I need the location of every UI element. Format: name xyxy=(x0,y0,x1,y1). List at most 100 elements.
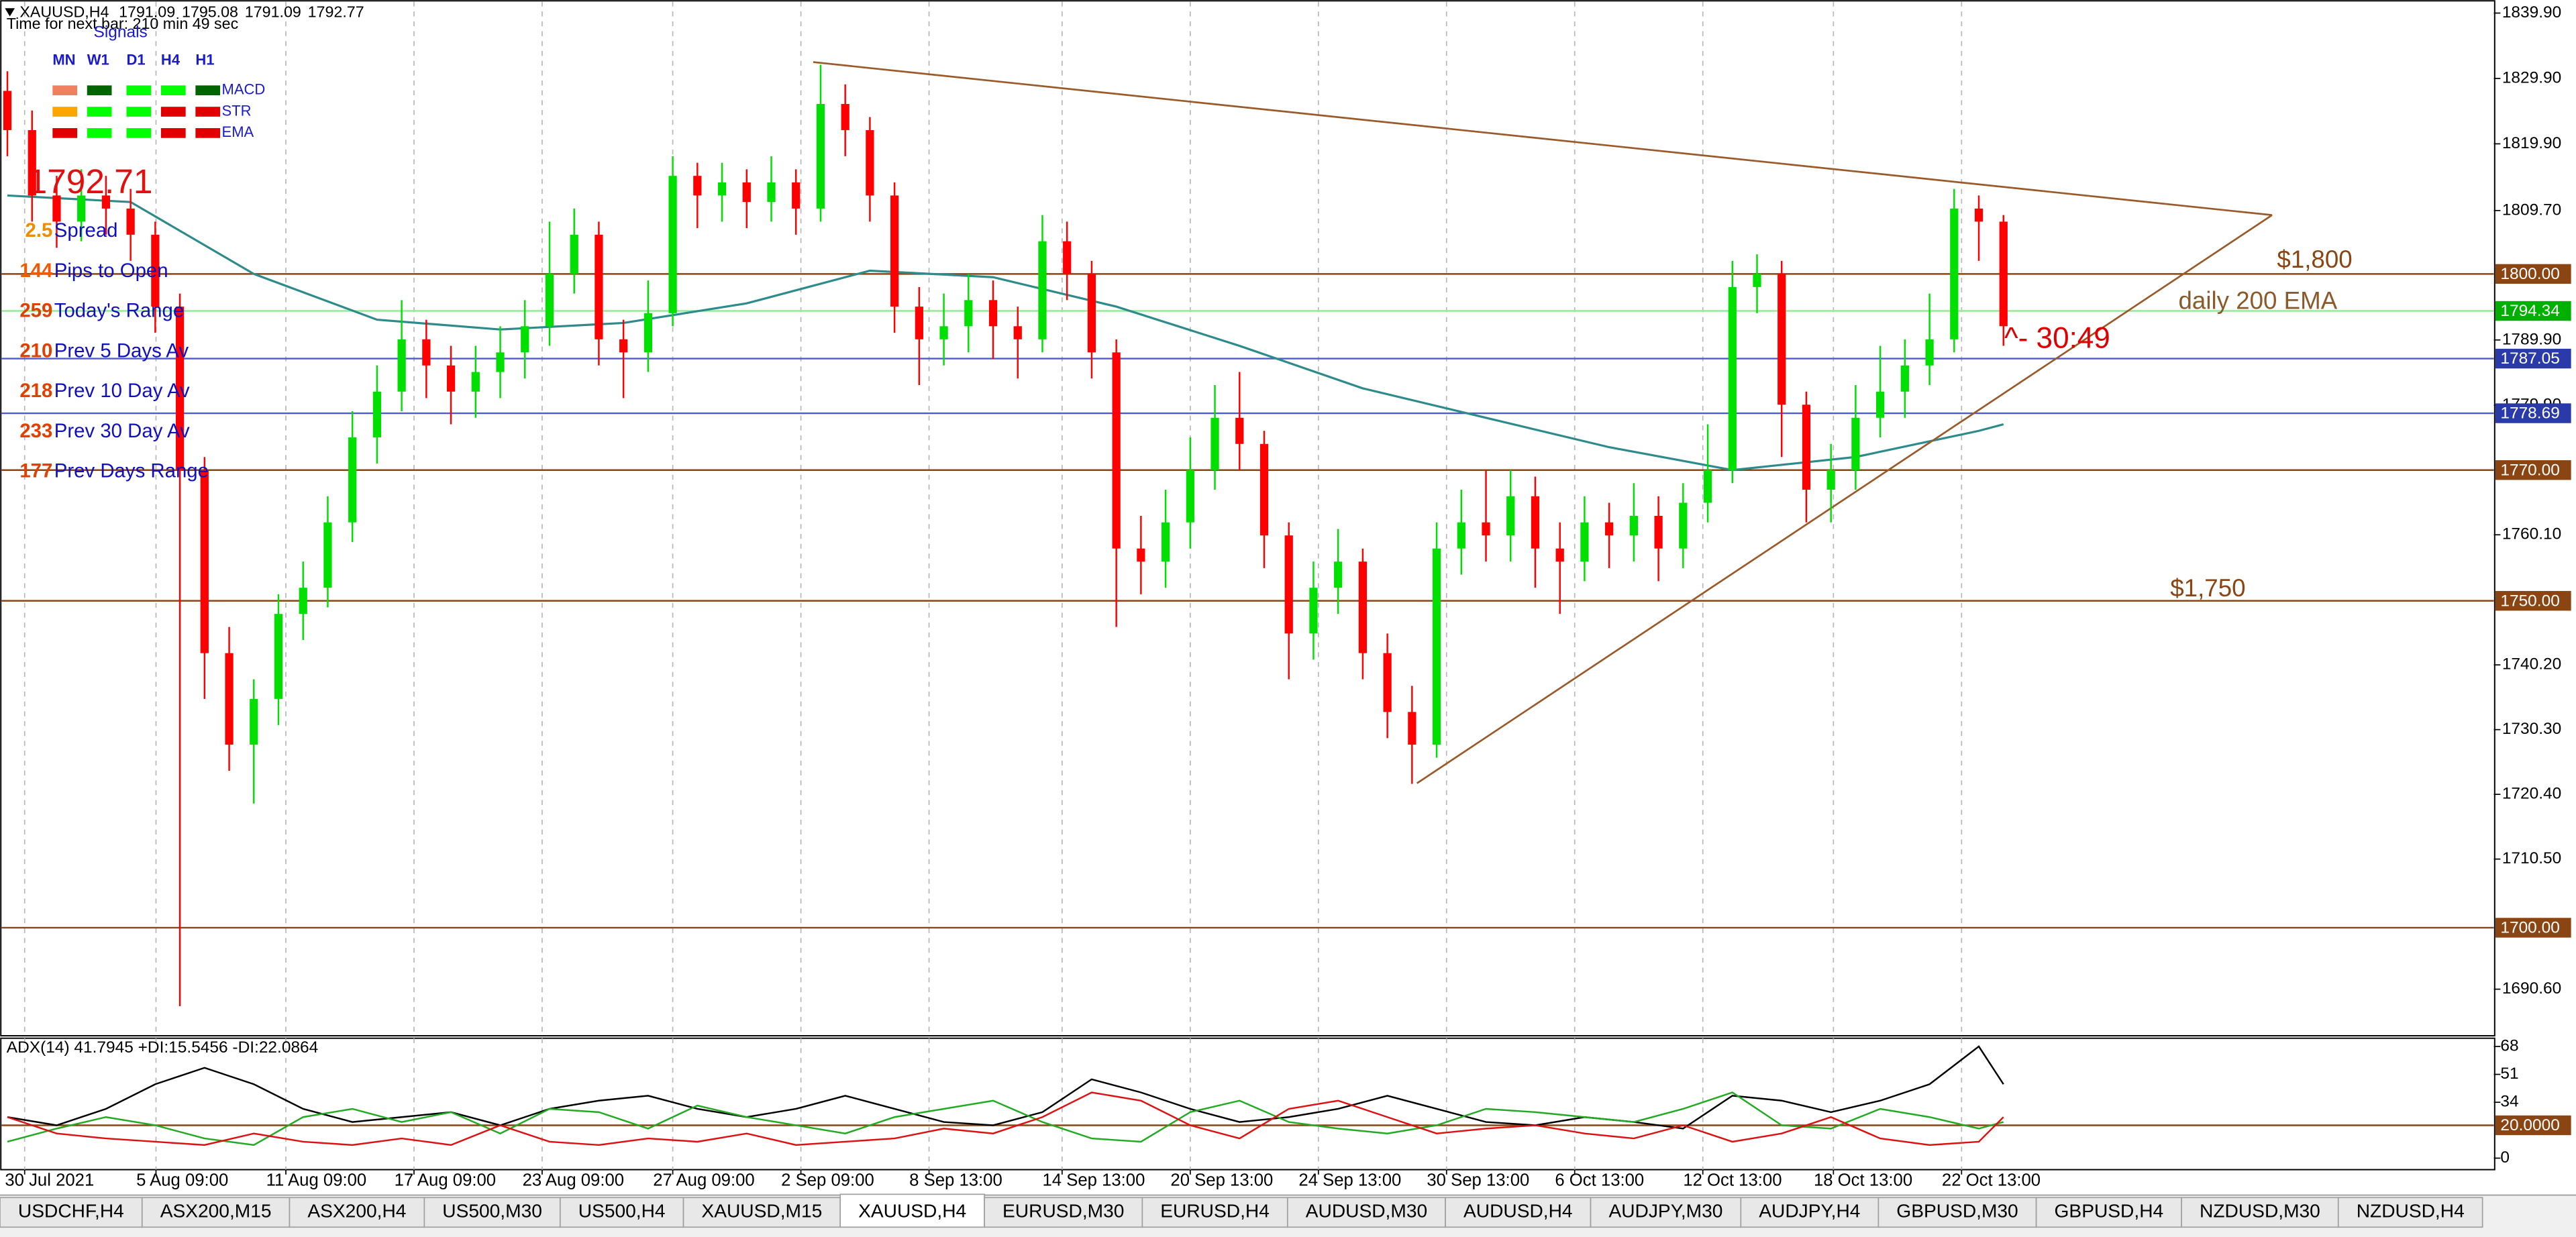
candle-body xyxy=(1531,496,1540,549)
bar-timer: Time for next bar: 210 min 49 sec xyxy=(7,15,239,32)
candle-body xyxy=(372,391,382,438)
level-label: 1700.00 xyxy=(2500,919,2559,937)
candle-body xyxy=(742,182,751,203)
candle-body xyxy=(1703,470,1712,503)
tab-label[interactable]: GBPUSD,M30 xyxy=(1896,1201,2018,1222)
signal-block xyxy=(195,128,221,138)
adx-y-tick-label: 68 xyxy=(2500,1036,2518,1055)
tab-label[interactable]: US500,M30 xyxy=(442,1201,542,1222)
level-label: 1800.00 xyxy=(2500,265,2559,283)
candle-body xyxy=(1654,515,1663,549)
x-tick-label: 20 Sep 13:00 xyxy=(1170,1171,1273,1190)
tab-label[interactable]: GBPUSD,H4 xyxy=(2055,1201,2164,1222)
level-box xyxy=(2495,301,2571,321)
tab[interactable] xyxy=(2337,1197,2483,1228)
tab[interactable] xyxy=(289,1197,425,1228)
candle-body xyxy=(446,365,456,392)
candle-body xyxy=(1358,561,1368,653)
info-label: Spread xyxy=(54,219,118,241)
tab-label[interactable]: AUDJPY,M30 xyxy=(1608,1201,1722,1222)
candle-body xyxy=(890,195,899,307)
tab-label[interactable]: ASX200,M15 xyxy=(160,1201,272,1222)
tab[interactable] xyxy=(423,1197,561,1228)
candle-body xyxy=(767,182,776,203)
signal-block xyxy=(160,85,186,96)
candle-body xyxy=(1605,522,1614,536)
tab[interactable] xyxy=(1141,1197,1288,1228)
signal-block xyxy=(160,107,186,117)
tab[interactable] xyxy=(839,1193,985,1228)
candle-body xyxy=(274,614,283,699)
candle-body xyxy=(28,129,36,196)
symbol: XAUUSD,H4 xyxy=(19,3,109,21)
candle-body xyxy=(175,307,185,470)
annotation: $1,750 xyxy=(2170,574,2245,602)
candle-body xyxy=(52,195,61,222)
signal-row: STR xyxy=(222,102,252,119)
candle-body xyxy=(422,339,431,366)
y-tick-label: 1760.10 xyxy=(2502,525,2561,543)
adx-y-tick-label: 34 xyxy=(2500,1093,2518,1111)
tab-label[interactable]: AUDUSD,M30 xyxy=(1306,1201,1427,1222)
header-price: 1791.09 xyxy=(245,3,301,21)
x-tick-label: 17 Aug 09:00 xyxy=(395,1171,496,1190)
candle-body xyxy=(1137,548,1145,562)
candle-body xyxy=(1974,208,1983,222)
candle-body xyxy=(323,522,332,588)
info-label: Prev 5 Days Av xyxy=(54,339,189,362)
level-label: 1778.69 xyxy=(2500,405,2559,423)
candle-body xyxy=(151,234,160,307)
candle-body xyxy=(964,300,973,327)
tab-label[interactable]: AUDJPY,H4 xyxy=(1759,1201,1860,1222)
tab[interactable] xyxy=(1286,1197,1446,1228)
candle-body xyxy=(1112,352,1121,549)
tab[interactable] xyxy=(2035,1197,2182,1228)
level-box xyxy=(2495,918,2571,938)
candle-body xyxy=(668,176,677,313)
candle-body xyxy=(1013,326,1022,339)
candle-body xyxy=(866,129,874,196)
candle-body xyxy=(1580,522,1589,562)
tab[interactable] xyxy=(682,1197,841,1228)
info-value: 2.5 xyxy=(25,219,53,241)
header-price: 1792.77 xyxy=(308,3,364,21)
info-label: Pips to Open xyxy=(54,260,168,282)
tab-label[interactable]: NZDUSD,M30 xyxy=(2200,1201,2320,1222)
signal-block xyxy=(126,107,152,117)
adx-frame xyxy=(0,1037,2495,1171)
candle-body xyxy=(1629,515,1638,536)
tab[interactable] xyxy=(141,1197,291,1228)
tab-label[interactable]: US500,H4 xyxy=(578,1201,666,1222)
info-label: Prev Days Range xyxy=(54,460,209,482)
signal-block xyxy=(87,107,112,117)
adx-y-tick-label: 0 xyxy=(2500,1148,2510,1167)
candle-body xyxy=(816,103,825,209)
info-label: Prev 30 Day Av xyxy=(54,420,190,442)
signal-block xyxy=(160,128,186,138)
x-tick-label: 24 Sep 13:00 xyxy=(1298,1171,1401,1190)
annotation: daily 200 EMA xyxy=(2179,286,2338,314)
tab-label[interactable]: XAUUSD,M15 xyxy=(701,1201,822,1222)
candle-body xyxy=(1482,522,1490,536)
candle-body xyxy=(1186,470,1194,523)
tab-label[interactable]: USDCHF,H4 xyxy=(18,1201,124,1222)
signal-block xyxy=(87,128,112,138)
main-frame xyxy=(0,0,2495,1036)
candle-body xyxy=(792,182,801,209)
candle-body xyxy=(939,326,948,339)
tab[interactable] xyxy=(559,1197,684,1228)
tab-label[interactable]: EURUSD,H4 xyxy=(1160,1201,1270,1222)
signal-block xyxy=(87,85,112,96)
tab-label[interactable]: XAUUSD,H4 xyxy=(858,1201,966,1222)
tab-label[interactable]: EURUSD,M30 xyxy=(1002,1201,1124,1222)
tab-label[interactable]: AUDUSD,H4 xyxy=(1463,1201,1573,1222)
tab[interactable] xyxy=(1740,1197,1879,1228)
signal-column: D1 xyxy=(127,51,146,68)
candle-body xyxy=(1555,548,1564,562)
tab-label[interactable]: NZDUSD,H4 xyxy=(2357,1201,2465,1222)
tab-label[interactable]: ASX200,H4 xyxy=(307,1201,406,1222)
tab[interactable] xyxy=(1877,1197,2037,1228)
tab[interactable] xyxy=(0,1197,143,1228)
signal-block xyxy=(195,85,221,96)
